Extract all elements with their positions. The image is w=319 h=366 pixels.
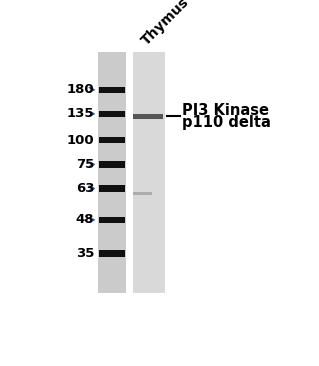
Text: 63: 63 [76,182,94,195]
Text: 100: 100 [67,134,94,147]
Bar [99,87,125,93]
Text: 35: 35 [76,247,94,260]
Text: 135: 135 [67,107,94,120]
Text: Thymus: Thymus [139,0,192,48]
Bar [99,161,125,168]
Bar [133,52,165,293]
Bar [99,250,125,257]
Text: 180: 180 [67,83,94,96]
Text: 48: 48 [76,213,94,226]
Bar [133,192,152,195]
Text: 75: 75 [76,158,94,171]
Bar [98,52,126,293]
Text: PI3 Kinase: PI3 Kinase [182,103,269,118]
Bar [99,137,125,143]
Bar [99,111,125,117]
Bar [99,217,125,223]
Bar [133,114,164,119]
Text: p110 delta: p110 delta [182,115,271,130]
Bar [99,186,125,192]
